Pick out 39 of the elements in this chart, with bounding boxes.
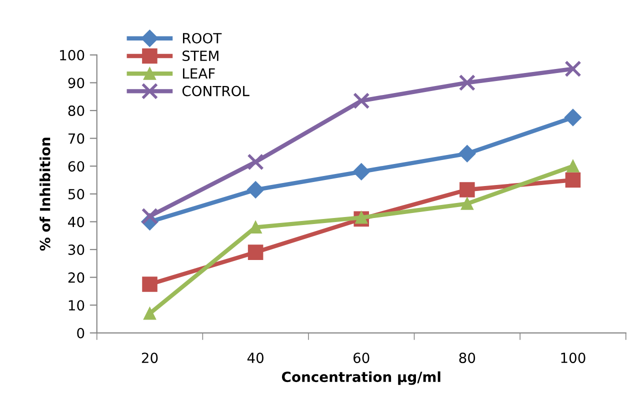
legend-label: CONTROL: [182, 86, 250, 96]
point: [564, 108, 582, 126]
y-tick-label: 40: [68, 216, 84, 228]
y-tick-label: 0: [77, 328, 84, 338]
y-tick-label: 10: [68, 300, 84, 311]
x-tick-label: 80: [459, 352, 476, 364]
y-axis-title: % of Inhibition: [40, 138, 50, 251]
point: [352, 163, 370, 180]
point: [247, 154, 264, 170]
x-axis-title: Concentration µg/ml: [282, 371, 440, 385]
x-tick-label: 100: [561, 352, 586, 364]
x-tick-label: 20: [142, 352, 158, 364]
legend-label: STEM: [182, 50, 218, 62]
point: [144, 307, 156, 320]
y-tick-label: 100: [60, 50, 84, 60]
point: [458, 145, 476, 162]
x-tick-label: 60: [353, 352, 370, 364]
legend-label: LEAF: [183, 68, 215, 78]
point: [460, 197, 474, 210]
point: [353, 92, 370, 110]
y-tick-label: 50: [68, 188, 84, 200]
y-tick-label: 30: [68, 244, 84, 255]
x-tick-label: 40: [247, 352, 264, 364]
y-tick-label: 60: [68, 161, 84, 172]
point: [355, 211, 368, 224]
point: [141, 208, 158, 224]
y-tick-label: 80: [68, 106, 84, 116]
point: [458, 74, 476, 92]
point: [248, 244, 264, 260]
point: [247, 181, 264, 198]
point: [460, 182, 475, 198]
point: [564, 60, 582, 78]
point: [142, 276, 158, 292]
y-tick-label: 70: [68, 133, 84, 144]
legend-label: ROOT: [183, 32, 222, 44]
point: [565, 172, 581, 188]
y-tick-label: 90: [68, 78, 84, 88]
point: [566, 160, 580, 172]
y-tick-label: 20: [68, 272, 84, 283]
